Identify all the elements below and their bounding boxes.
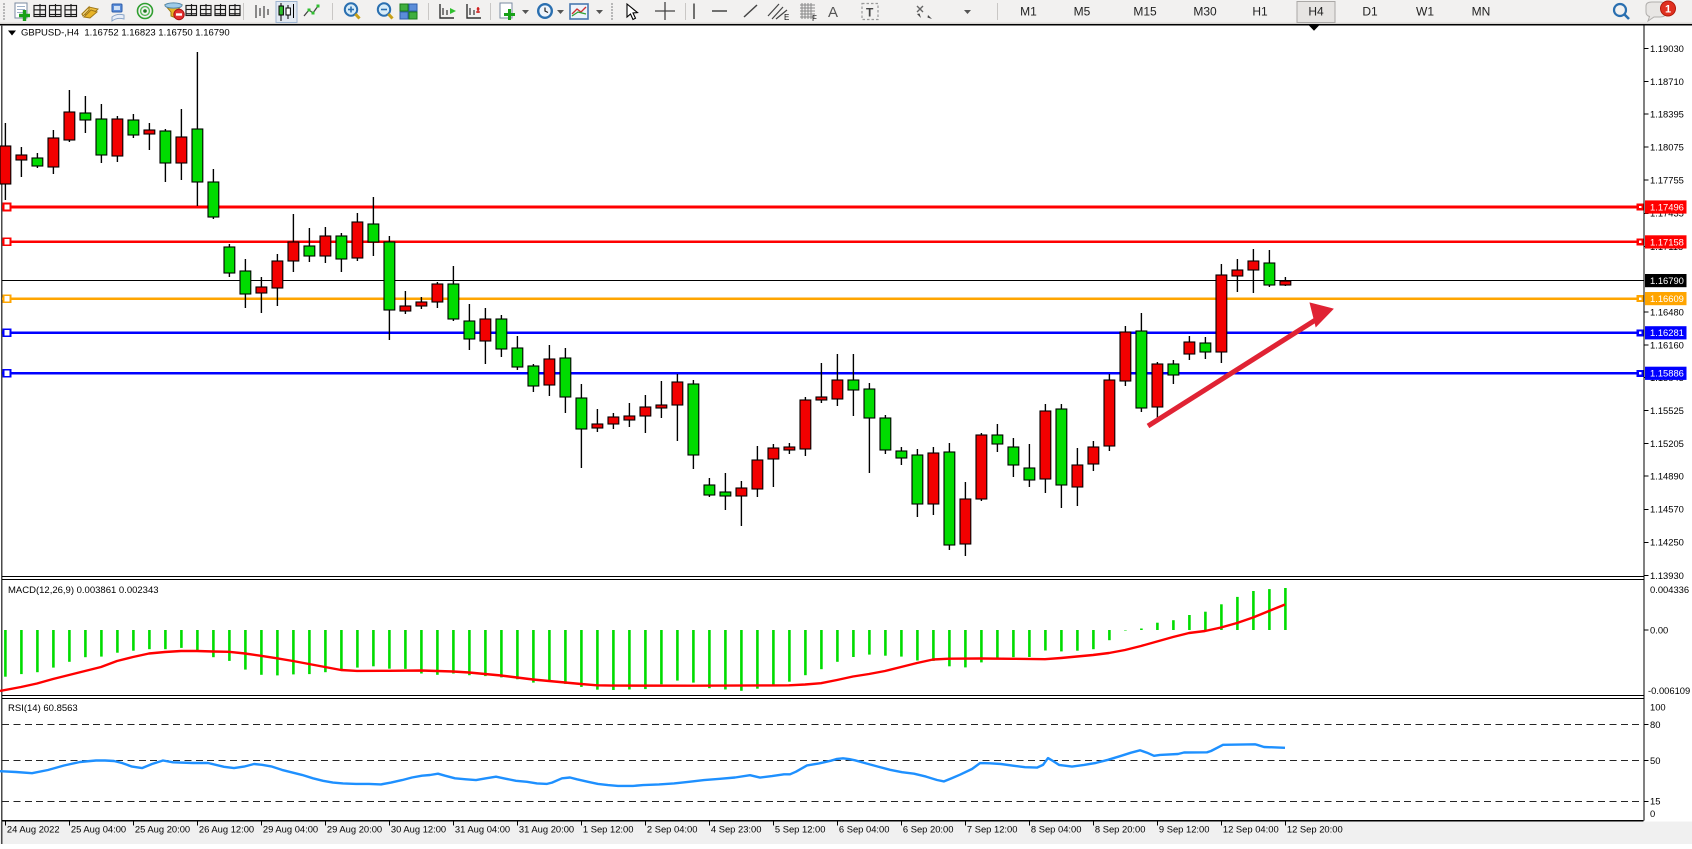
svg-text:1.16281: 1.16281 xyxy=(1650,327,1684,338)
svg-text:4 Sep 23:00: 4 Sep 23:00 xyxy=(711,823,762,834)
svg-text:25 Aug 20:00: 25 Aug 20:00 xyxy=(135,823,190,834)
svg-text:M15: M15 xyxy=(1133,5,1157,19)
svg-text:1.16480: 1.16480 xyxy=(1650,307,1684,318)
svg-text:80: 80 xyxy=(1650,719,1660,730)
svg-text:7 Sep 12:00: 7 Sep 12:00 xyxy=(967,823,1018,834)
svg-text:12 Sep 04:00: 12 Sep 04:00 xyxy=(1223,823,1279,834)
svg-text:1.14570: 1.14570 xyxy=(1650,504,1684,515)
svg-text:8 Sep 04:00: 8 Sep 04:00 xyxy=(1031,823,1082,834)
svg-text:MN: MN xyxy=(1472,5,1491,19)
svg-text:8 Sep 20:00: 8 Sep 20:00 xyxy=(1095,823,1146,834)
svg-text:2 Sep 04:00: 2 Sep 04:00 xyxy=(647,823,698,834)
svg-text:31 Aug 20:00: 31 Aug 20:00 xyxy=(519,823,574,834)
svg-text:15: 15 xyxy=(1650,796,1660,807)
svg-text:1.17755: 1.17755 xyxy=(1650,175,1684,186)
svg-text:1.15205: 1.15205 xyxy=(1650,438,1684,449)
svg-text:31 Aug 04:00: 31 Aug 04:00 xyxy=(455,823,510,834)
svg-text:5 Sep 12:00: 5 Sep 12:00 xyxy=(775,823,826,834)
svg-text:24 Aug 2022: 24 Aug 2022 xyxy=(7,823,60,834)
svg-text:12 Sep 20:00: 12 Sep 20:00 xyxy=(1287,823,1343,834)
svg-text:6 Sep 04:00: 6 Sep 04:00 xyxy=(839,823,890,834)
svg-text:25 Aug 04:00: 25 Aug 04:00 xyxy=(71,823,126,834)
svg-text:1.17158: 1.17158 xyxy=(1650,236,1684,247)
svg-text:E: E xyxy=(784,13,789,22)
svg-text:1.15525: 1.15525 xyxy=(1650,405,1684,416)
svg-text:0.004336: 0.004336 xyxy=(1650,584,1689,595)
svg-text:1.16160: 1.16160 xyxy=(1650,340,1684,351)
svg-text:1.14250: 1.14250 xyxy=(1650,537,1684,548)
svg-text:9 Sep 12:00: 9 Sep 12:00 xyxy=(1159,823,1210,834)
svg-text:1.13930: 1.13930 xyxy=(1650,570,1684,581)
svg-text:50: 50 xyxy=(1650,755,1660,766)
svg-text:1.16609: 1.16609 xyxy=(1650,293,1684,304)
svg-text:H1: H1 xyxy=(1252,5,1268,19)
svg-text:1.15886: 1.15886 xyxy=(1650,368,1684,379)
svg-text:6 Sep 20:00: 6 Sep 20:00 xyxy=(903,823,954,834)
svg-text:29 Aug 20:00: 29 Aug 20:00 xyxy=(327,823,382,834)
svg-text:1.19030: 1.19030 xyxy=(1650,43,1684,54)
svg-text:RSI(14) 60.8563: RSI(14) 60.8563 xyxy=(8,703,78,714)
svg-text:100: 100 xyxy=(1650,701,1666,712)
svg-text:M30: M30 xyxy=(1193,5,1217,19)
svg-text:MACD(12,26,9) 0.003861 0.00234: MACD(12,26,9) 0.003861 0.002343 xyxy=(8,585,159,596)
svg-text:0: 0 xyxy=(1650,808,1655,819)
svg-text:26 Aug 12:00: 26 Aug 12:00 xyxy=(199,823,254,834)
svg-text:A: A xyxy=(828,4,838,21)
svg-text:GBPUSD-,H4 1.16752 1.16823 1.: GBPUSD-,H4 1.16752 1.16823 1.16750 1.167… xyxy=(21,28,230,39)
svg-text:M5: M5 xyxy=(1074,5,1091,19)
svg-text:1.18395: 1.18395 xyxy=(1650,109,1684,120)
svg-text:1.18710: 1.18710 xyxy=(1650,76,1684,87)
svg-text:1: 1 xyxy=(1665,4,1671,16)
svg-text:1.18075: 1.18075 xyxy=(1650,142,1684,153)
svg-text:D1: D1 xyxy=(1362,5,1378,19)
svg-text:1.17496: 1.17496 xyxy=(1650,201,1684,212)
svg-text:H4: H4 xyxy=(1308,5,1324,19)
svg-text:W1: W1 xyxy=(1416,5,1434,19)
svg-text:0.00: 0.00 xyxy=(1650,624,1668,635)
svg-text:-0.006109: -0.006109 xyxy=(1648,685,1690,696)
svg-text:1.14890: 1.14890 xyxy=(1650,471,1684,482)
svg-text:1 Sep 12:00: 1 Sep 12:00 xyxy=(583,823,634,834)
svg-text:F: F xyxy=(812,14,817,23)
svg-text:1.16790: 1.16790 xyxy=(1650,275,1684,286)
svg-text:M1: M1 xyxy=(1020,5,1037,19)
svg-text:T: T xyxy=(866,6,874,20)
svg-text:30 Aug 12:00: 30 Aug 12:00 xyxy=(391,823,446,834)
svg-text:29 Aug 04:00: 29 Aug 04:00 xyxy=(263,823,318,834)
